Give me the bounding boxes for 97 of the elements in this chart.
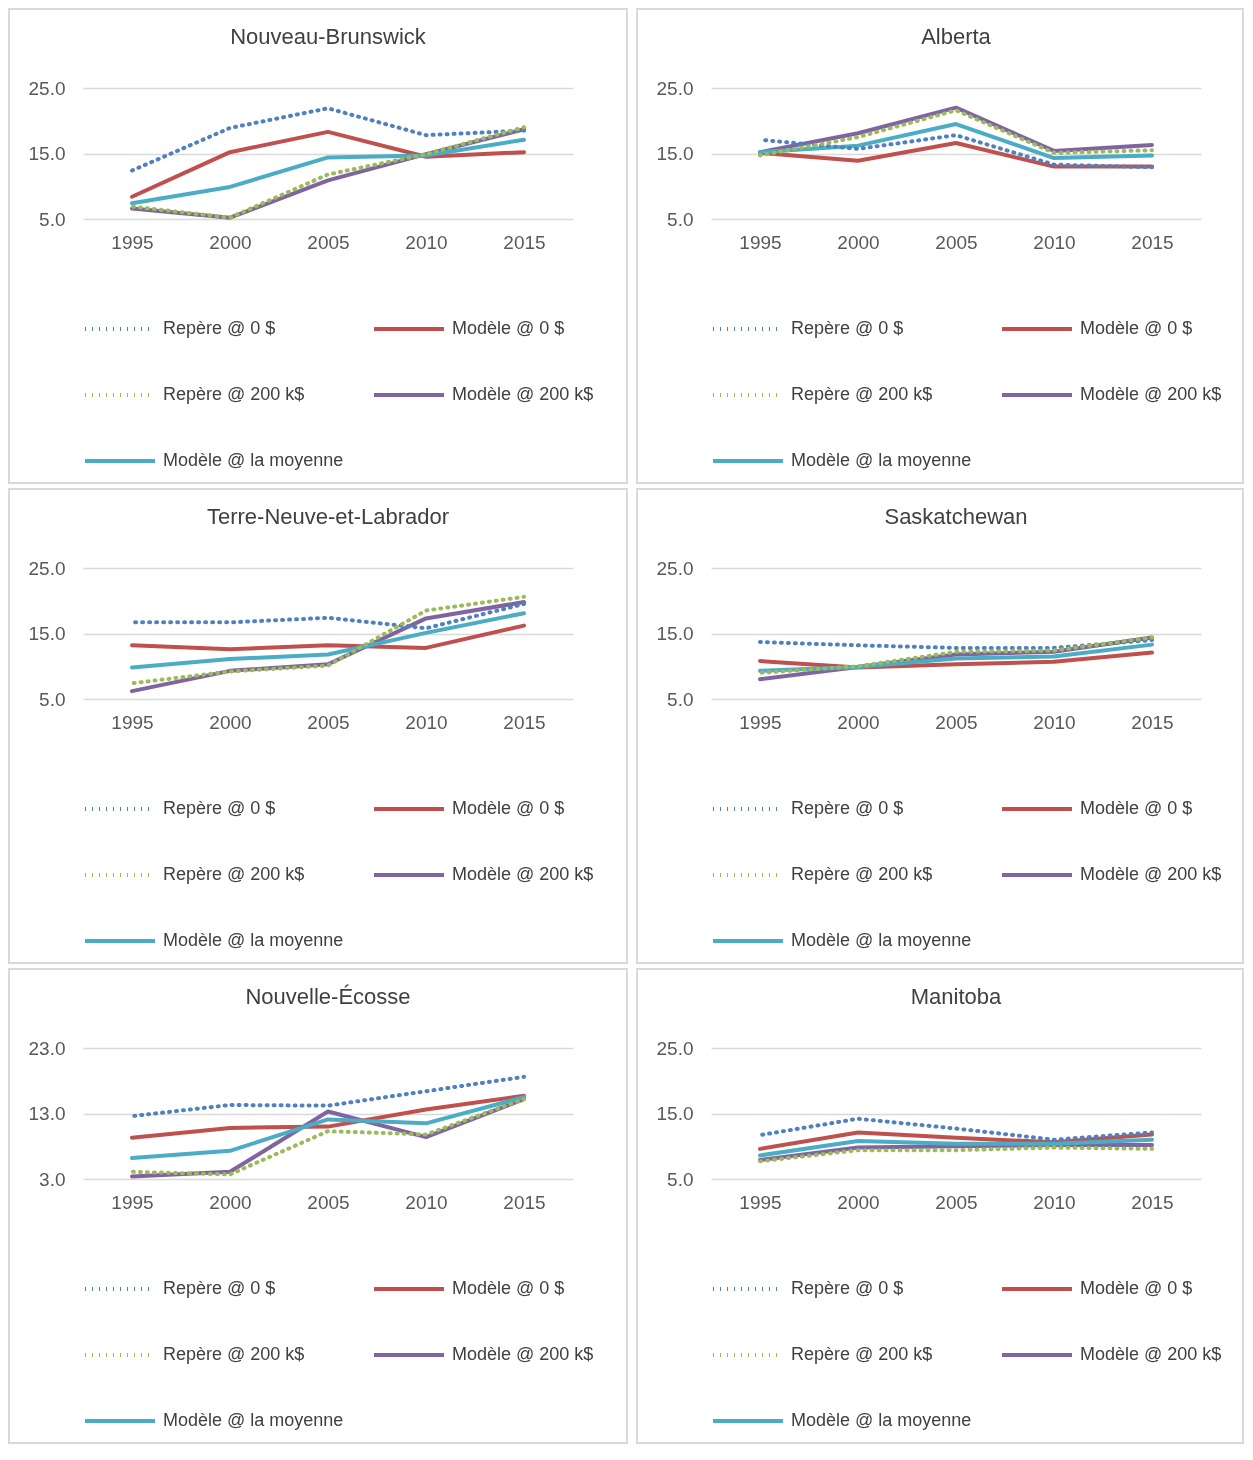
x-tick-label: 1995 (739, 231, 782, 253)
x-tick-label: 2000 (837, 231, 880, 253)
y-tick-label: 5.0 (667, 688, 694, 710)
legend-label: Modèle @ 200 k$ (452, 1344, 594, 1364)
y-tick-label: 5.0 (667, 208, 694, 230)
chart-title: Alberta (921, 24, 992, 49)
x-tick-label: 1995 (111, 711, 154, 733)
legend-label: Repère @ 200 k$ (791, 384, 933, 404)
legend-label: Modèle @ la moyenne (791, 450, 972, 470)
x-tick-label: 2015 (503, 231, 546, 253)
line-series (130, 129, 526, 199)
line-series (130, 623, 526, 652)
line-series (130, 106, 526, 173)
x-tick-label: 2005 (307, 711, 350, 733)
line-series (130, 602, 526, 631)
legend-label: Modèle @ la moyenne (163, 450, 344, 470)
y-tick-label: 25.0 (28, 557, 66, 579)
x-tick-label: 1995 (111, 1191, 154, 1213)
x-tick-label: 2015 (503, 711, 546, 733)
x-tick-label: 1995 (739, 711, 782, 733)
legend-label: Repère @ 0 $ (163, 1278, 276, 1298)
legend-label: Repère @ 200 k$ (163, 1344, 305, 1364)
chart-title: Terre-Neuve-et-Labrador (206, 504, 450, 529)
legend-label: Repère @ 0 $ (791, 318, 904, 338)
line-series (130, 611, 526, 670)
chart-title: Manitoba (910, 984, 1003, 1009)
legend-label: Repère @ 200 k$ (791, 1344, 933, 1364)
legend-label: Modèle @ la moyenne (163, 1410, 344, 1430)
legend-label: Modèle @ 0 $ (452, 1278, 565, 1298)
legend-label: Modèle @ 0 $ (452, 318, 565, 338)
x-tick-label: 2000 (837, 711, 880, 733)
x-tick-label: 2015 (1131, 711, 1174, 733)
legend-label: Modèle @ 200 k$ (452, 384, 594, 404)
line-series (758, 1137, 1154, 1158)
legend-label: Repère @ 0 $ (791, 1278, 904, 1298)
y-tick-label: 15.0 (28, 623, 66, 644)
legend-label: Modèle @ la moyenne (791, 930, 972, 950)
legend-label: Repère @ 200 k$ (791, 864, 933, 884)
line-series (758, 1130, 1154, 1151)
x-tick-label: 2005 (307, 1191, 350, 1213)
legend-label: Repère @ 200 k$ (163, 864, 305, 884)
x-tick-label: 2015 (1131, 231, 1174, 253)
x-tick-label: 2000 (209, 711, 252, 733)
x-tick-label: 1995 (111, 231, 154, 253)
y-tick-label: 25.0 (656, 557, 694, 579)
x-tick-label: 2005 (935, 231, 978, 253)
legend-label: Modèle @ la moyenne (163, 930, 344, 950)
y-tick-label: 5.0 (39, 688, 66, 710)
legend-label: Modèle @ 0 $ (1080, 318, 1193, 338)
x-tick-label: 2010 (405, 711, 448, 733)
x-tick-label: 2010 (1033, 1191, 1076, 1213)
y-tick-label: 23.0 (28, 1037, 66, 1059)
chart-title: Saskatchewan (884, 504, 1028, 529)
legend-label: Repère @ 200 k$ (163, 384, 305, 404)
legend-label: Repère @ 0 $ (791, 798, 904, 818)
y-tick-label: 25.0 (656, 77, 694, 99)
x-tick-label: 2010 (1033, 711, 1076, 733)
y-tick-label: 15.0 (28, 143, 66, 164)
legend-label: Repère @ 0 $ (163, 798, 276, 818)
legend-label: Modèle @ 0 $ (452, 798, 565, 818)
line-series (758, 638, 1154, 650)
y-tick-label: 15.0 (656, 1103, 694, 1124)
legend-label: Modèle @ 0 $ (1080, 1278, 1193, 1298)
y-tick-label: 25.0 (656, 1037, 694, 1059)
y-tick-label: 15.0 (656, 623, 694, 644)
chart-title: Nouvelle-Écosse (245, 984, 411, 1009)
y-tick-label: 15.0 (656, 143, 694, 164)
y-tick-label: 3.0 (39, 1168, 66, 1190)
y-tick-label: 5.0 (39, 208, 66, 230)
chart-title: Nouveau-Brunswick (230, 24, 427, 49)
legend-label: Repère @ 0 $ (163, 318, 276, 338)
legend-label: Modèle @ 0 $ (1080, 798, 1193, 818)
x-tick-label: 2015 (1131, 1191, 1174, 1213)
x-tick-label: 2005 (307, 231, 350, 253)
x-tick-label: 2010 (1033, 231, 1076, 253)
line-series (758, 1116, 1154, 1142)
legend-label: Modèle @ 200 k$ (1080, 864, 1222, 884)
legend-label: Modèle @ 200 k$ (452, 864, 594, 884)
x-tick-label: 1995 (739, 1191, 782, 1213)
x-tick-label: 2000 (837, 1191, 880, 1213)
y-tick-label: 5.0 (667, 1168, 694, 1190)
line-series (758, 122, 1154, 161)
line-series (130, 137, 526, 206)
x-tick-label: 2010 (405, 231, 448, 253)
x-tick-label: 2010 (405, 1191, 448, 1213)
y-tick-label: 25.0 (28, 77, 66, 99)
line-series (130, 1074, 526, 1119)
legend-label: Modèle @ 200 k$ (1080, 1344, 1222, 1364)
x-tick-label: 2005 (935, 711, 978, 733)
legend-label: Modèle @ 200 k$ (1080, 384, 1222, 404)
legend-label: Modèle @ la moyenne (791, 1410, 972, 1430)
x-tick-label: 2015 (503, 1191, 546, 1213)
x-tick-label: 2000 (209, 1191, 252, 1213)
x-tick-label: 2000 (209, 231, 252, 253)
line-series (130, 1095, 526, 1161)
x-tick-label: 2005 (935, 1191, 978, 1213)
y-tick-label: 13.0 (28, 1103, 66, 1124)
